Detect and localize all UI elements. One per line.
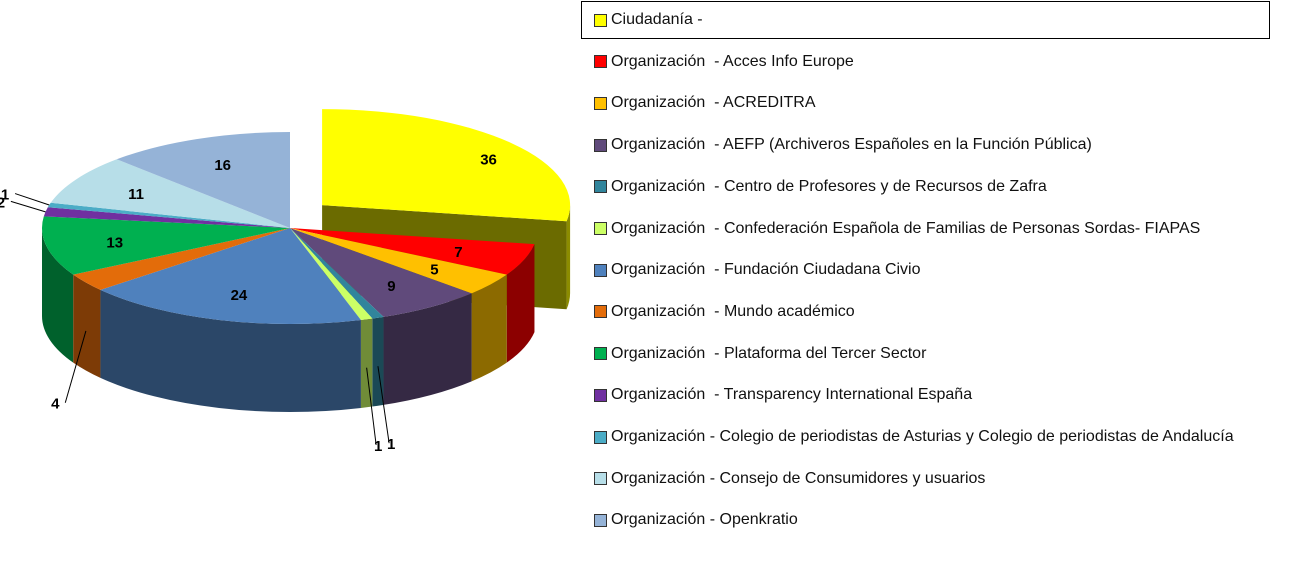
slice-side-8: [42, 228, 74, 363]
pie-slice-11: [50, 159, 290, 228]
legend-label-2: Organización - ACREDITRA: [611, 94, 816, 112]
legend-entry-9: Organización - Transparency Internationa…: [582, 377, 972, 413]
slice-side-6: [100, 289, 361, 412]
legend-entry-3: Organización - AEFP (Archiveros Españole…: [582, 127, 1092, 163]
legend-entry-0: Ciudadanía -: [581, 1, 1270, 39]
legend-swatch-3: [594, 138, 607, 152]
legend-label-4: Organización - Centro de Profesores y de…: [611, 177, 1047, 195]
legend-entry-8: Organización - Plataforma del Tercer Sec…: [582, 336, 926, 372]
leader-line-5: [366, 367, 377, 446]
data-label-7: 4: [51, 396, 60, 413]
pie-slice-1: [290, 228, 535, 275]
pie-slice-7: [73, 228, 291, 290]
legend-swatch-11: [594, 472, 607, 486]
data-label-2: 5: [430, 262, 438, 279]
pie-slice-5: [290, 228, 373, 320]
legend-entry-12: Organización - Openkratio: [582, 502, 798, 538]
pie-tops: [41, 109, 571, 325]
legend-label-5: Organización - Confederación Española de…: [611, 219, 1201, 237]
data-label-1: 7: [454, 244, 462, 261]
legend-swatch-12: [594, 513, 607, 527]
legend-label-11: Organización - Consejo de Consumidores y…: [611, 469, 986, 487]
legend-swatch-8: [594, 347, 607, 361]
data-label-9: 2: [0, 194, 5, 211]
pie-slice-4: [290, 228, 384, 319]
pie-slice-6: [100, 228, 361, 325]
data-label-11: 11: [128, 186, 144, 203]
pie-slice-8: [41, 216, 290, 275]
legend-label-1: Organización - Acces Info Europe: [611, 52, 854, 70]
data-label-4: 1: [387, 436, 395, 453]
data-label-12: 16: [214, 157, 231, 174]
legend-label-9: Organización - Transparency Internationa…: [611, 386, 973, 404]
slice-side-3: [383, 293, 472, 405]
legend-swatch-4: [594, 180, 607, 194]
legend-swatch-6: [594, 263, 607, 277]
slice-side-2: [471, 274, 507, 382]
pie-slice-0: [322, 109, 571, 222]
legend-label-7: Organización - Mundo académico: [611, 302, 855, 320]
data-label-10: 1: [1, 187, 9, 204]
legend-label-3: Organización - AEFP (Archiveros Españole…: [611, 136, 1092, 154]
pie-slice-3: [290, 228, 472, 317]
data-label-6: 24: [231, 287, 248, 304]
legend-entry-10: Organización - Colegio de periodistas de…: [582, 419, 1234, 455]
legend-entry-6: Organización - Fundación Ciudadana Civio: [582, 252, 921, 288]
legend-swatch-2: [594, 96, 607, 110]
slice-side-0: [566, 205, 571, 310]
legend-label-8: Organización - Plataforma del Tercer Sec…: [611, 344, 927, 362]
pie-slice-9: [43, 207, 291, 228]
legend-label-6: Organización - Fundación Ciudadana Civio: [611, 261, 921, 279]
pie-slice-12: [116, 132, 290, 228]
slice-side-1: [506, 244, 535, 363]
legend-swatch-9: [594, 388, 607, 402]
data-label-0: 36: [480, 152, 497, 169]
legend-entry-1: Organización - Acces Info Europe: [582, 44, 854, 80]
legend-label-12: Organización - Openkratio: [611, 511, 798, 529]
chart-legend: Ciudadanía - Organización - Acces Info Eu…: [581, 1, 1270, 562]
legend-label-0: Ciudadanía -: [611, 11, 703, 28]
legend-swatch-5: [594, 222, 607, 235]
pie-slice-10: [47, 202, 290, 228]
legend-entry-2: Organización - ACREDITRA: [582, 85, 816, 121]
legend-swatch-1: [594, 55, 607, 69]
legend-swatch-7: [594, 305, 607, 319]
data-label-5: 1: [374, 438, 382, 455]
leader-line-10: [14, 193, 50, 206]
leader-line-4: [377, 366, 390, 444]
legend-swatch-10: [594, 430, 607, 444]
data-label-3: 9: [387, 278, 395, 295]
leader-line-9: [10, 200, 46, 213]
pie-slice-2: [290, 228, 507, 294]
legend-entry-5: Organización - Confederación Española de…: [582, 211, 1200, 247]
legend-entry-4: Organización - Centro de Profesores y de…: [582, 169, 1047, 205]
legend-label-10: Organización - Colegio de periodistas de…: [611, 428, 1234, 445]
legend-entry-11: Organización - Consejo de Consumidores y…: [582, 461, 985, 497]
leader-line-7: [64, 330, 87, 403]
data-label-8: 13: [106, 234, 123, 251]
legend-swatch-0: [594, 13, 607, 27]
slice-side-5: [360, 318, 373, 408]
legend-entry-7: Organización - Mundo académico: [582, 294, 855, 330]
